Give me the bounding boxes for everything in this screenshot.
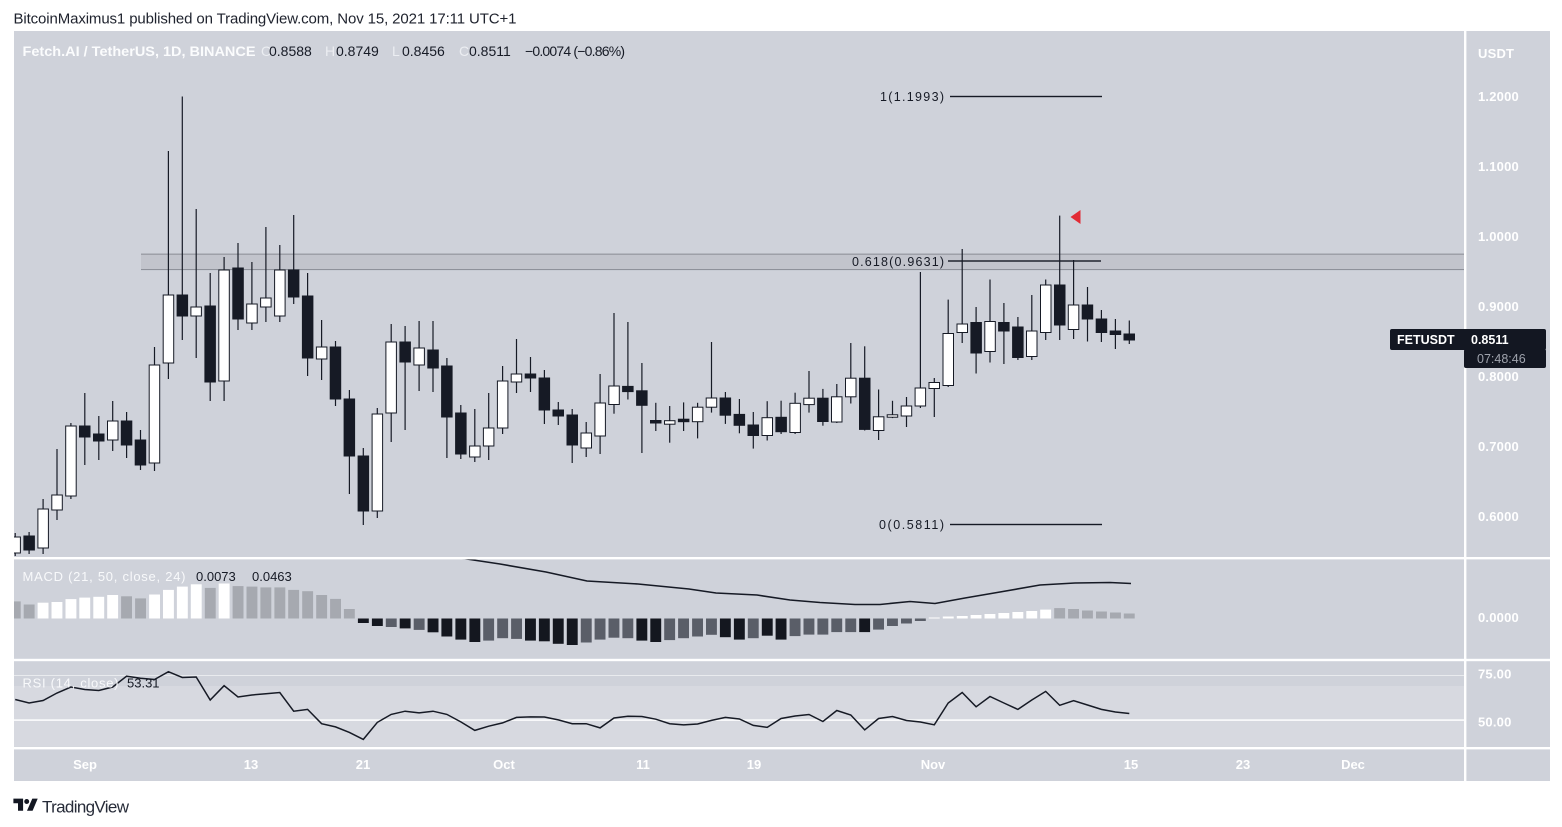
svg-text:11: 11 — [636, 757, 650, 772]
svg-text:0.8511: 0.8511 — [1471, 333, 1509, 347]
svg-text:1(1.1993): 1(1.1993) — [880, 90, 944, 104]
svg-text:USDT: USDT — [1478, 46, 1514, 61]
svg-text:1.2000: 1.2000 — [1478, 89, 1519, 104]
svg-text:15: 15 — [1124, 757, 1138, 772]
svg-text:53.31: 53.31 — [127, 676, 160, 691]
svg-text:1.0000: 1.0000 — [1478, 229, 1519, 244]
svg-text:75.00: 75.00 — [1478, 667, 1512, 682]
svg-text:RSI (14, close): RSI (14, close) — [23, 676, 119, 691]
svg-text:Dec: Dec — [1341, 757, 1365, 772]
svg-text:0(0.5811): 0(0.5811) — [879, 518, 944, 532]
svg-text:Oct: Oct — [493, 757, 515, 772]
svg-text:0.6000: 0.6000 — [1478, 509, 1519, 524]
svg-text:21: 21 — [356, 757, 370, 772]
svg-text:13: 13 — [244, 757, 258, 772]
svg-text:23: 23 — [1236, 757, 1250, 772]
svg-text:BitcoinMaximus1 published on T: BitcoinMaximus1 published on TradingView… — [14, 11, 517, 28]
svg-text:0.0000: 0.0000 — [1478, 610, 1519, 625]
svg-text:0.8000: 0.8000 — [1478, 369, 1519, 384]
svg-text:TradingView: TradingView — [42, 798, 130, 817]
svg-text:0.7000: 0.7000 — [1478, 439, 1519, 454]
svg-text:MACD (21, 50, close, 24): MACD (21, 50, close, 24) — [23, 569, 186, 584]
svg-text:Nov: Nov — [921, 757, 946, 772]
svg-text:1.1000: 1.1000 — [1478, 159, 1519, 174]
svg-text:Sep: Sep — [73, 757, 97, 772]
svg-text:0.618(0.9631): 0.618(0.9631) — [852, 255, 944, 269]
svg-text:0.9000: 0.9000 — [1478, 299, 1519, 314]
svg-text:FETUSDT: FETUSDT — [1397, 333, 1455, 347]
svg-text:50.00: 50.00 — [1478, 715, 1512, 730]
svg-text:07:48:46: 07:48:46 — [1477, 352, 1526, 366]
svg-text:19: 19 — [747, 757, 761, 772]
svg-text:Fetch.AI / TetherUS, 1D, BINAN: Fetch.AI / TetherUS, 1D, BINANCE — [23, 44, 256, 59]
